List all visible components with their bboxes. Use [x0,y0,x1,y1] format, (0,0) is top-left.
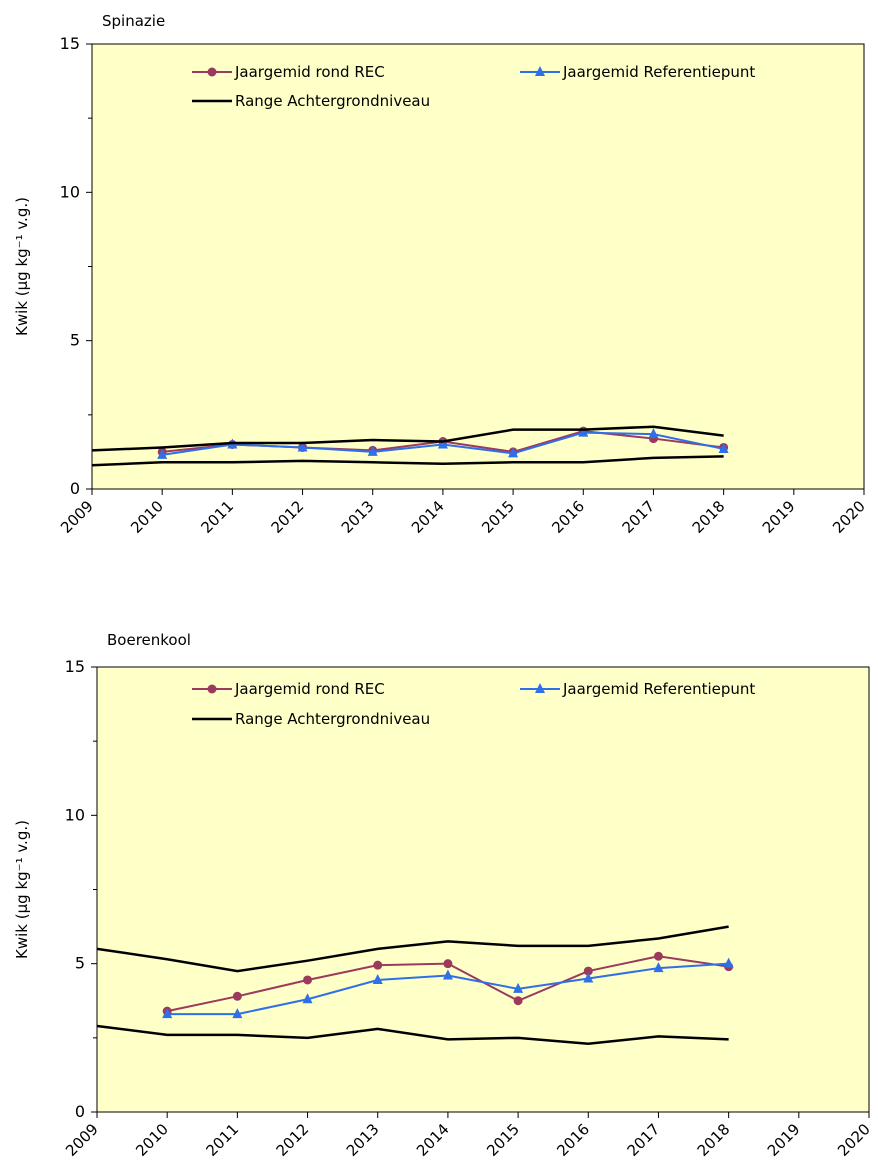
x-tick-label: 2019 [764,1120,804,1160]
series-3 [91,455,724,467]
legend-label: Jaargemid rond REC [234,680,385,698]
y-tick-label: 10 [65,805,85,824]
series-2 [91,425,724,452]
legend-marker [207,684,217,694]
data-point [302,993,313,1004]
x-tick-label: 2009 [62,1120,102,1160]
y-tick-label: 5 [75,954,85,973]
data-point [653,962,664,973]
y-axis-label: Kwik (µg kg⁻¹ v.g.) [13,820,31,959]
data-point [372,973,383,984]
legend-marker [535,683,545,693]
data-point [723,957,734,968]
data-point [513,982,524,993]
data-point [437,438,448,449]
data-point [718,442,729,453]
y-axis-label: Kwik (µg kg⁻¹ v.g.) [13,197,31,336]
series-line [91,425,724,452]
data-point [653,951,663,961]
x-tick-label: 2014 [408,497,448,537]
series-1 [162,957,734,1019]
chart-1: Boerenkool 0 5 10 15 2009 2010 2011 2012 2013 2014… [13,631,874,1160]
y-tick-label: 5 [70,331,80,350]
x-tick-label: 2013 [343,1120,383,1160]
x-tick-label: 2017 [624,1120,664,1160]
y-tick-label: 10 [60,182,80,201]
legend: Jaargemid rond REC Jaargemid Referentiepu… [192,63,755,110]
x-tick-label: 2020 [834,1120,874,1160]
legend-label: Jaargemid Referentiepunt [562,63,755,81]
x-tick-label: 2015 [483,1120,523,1160]
series-3 [96,1024,729,1046]
x-tick-label: 2012 [273,1120,313,1160]
data-point [162,1008,173,1019]
x-tick-label: 2010 [127,497,167,537]
plot-area [96,666,870,1113]
chart-title: Spinazie [102,12,165,30]
legend-marker [207,67,217,77]
x-tick-label: 2015 [478,497,518,537]
x-tick-label: 2010 [132,1120,172,1160]
data-point [373,960,383,970]
series-2 [96,925,729,973]
data-point [508,447,519,458]
data-point [583,966,593,976]
data-point [583,972,594,983]
y-tick-label: 0 [70,479,80,498]
y-tick-label: 15 [65,657,85,676]
y-tick-label: 15 [60,34,80,53]
x-tick-label: 2016 [553,1120,593,1160]
x-tick-label: 2012 [268,497,308,537]
data-point [578,426,589,437]
data-point [303,975,313,985]
x-tick-label: 2009 [57,497,97,537]
legend-label: Jaargemid rond REC [234,63,385,81]
x-tick-label: 2020 [829,497,869,537]
data-point [232,1008,243,1019]
legend-marker [535,66,545,76]
x-tick-label: 2011 [202,1120,242,1160]
x-tick-label: 2011 [197,497,237,537]
legend: Jaargemid rond REC Jaargemid Referentiepu… [192,680,755,728]
data-point [513,996,523,1006]
data-point [157,448,168,459]
data-point [367,445,378,456]
x-tick-label: 2018 [694,1120,734,1160]
x-tick-label: 2014 [413,1120,453,1160]
x-tick-label: 2019 [759,497,799,537]
data-point [442,969,453,980]
data-point [443,959,453,969]
x-tick-label: 2016 [548,497,588,537]
x-tick-label: 2013 [338,497,378,537]
series-line [96,925,729,973]
chart-title: Boerenkool [107,631,191,649]
x-tick-label: 2018 [689,497,729,537]
chart-0: Spinazie 0 5 10 15 2009 2010 2011 2012 2013 2014 20… [13,12,869,537]
legend-label: Jaargemid Referentiepunt [562,680,755,698]
series-1 [157,426,729,459]
data-point [648,428,659,439]
series-line [96,1024,729,1046]
x-tick-label: 2017 [619,497,659,537]
legend-label: Range Achtergrondniveau [235,92,430,110]
data-point [232,991,242,1001]
series-line [91,455,724,467]
data-point [297,441,308,452]
plot-area [91,43,865,490]
legend-label: Range Achtergrondniveau [235,710,430,728]
y-tick-label: 0 [75,1102,85,1121]
